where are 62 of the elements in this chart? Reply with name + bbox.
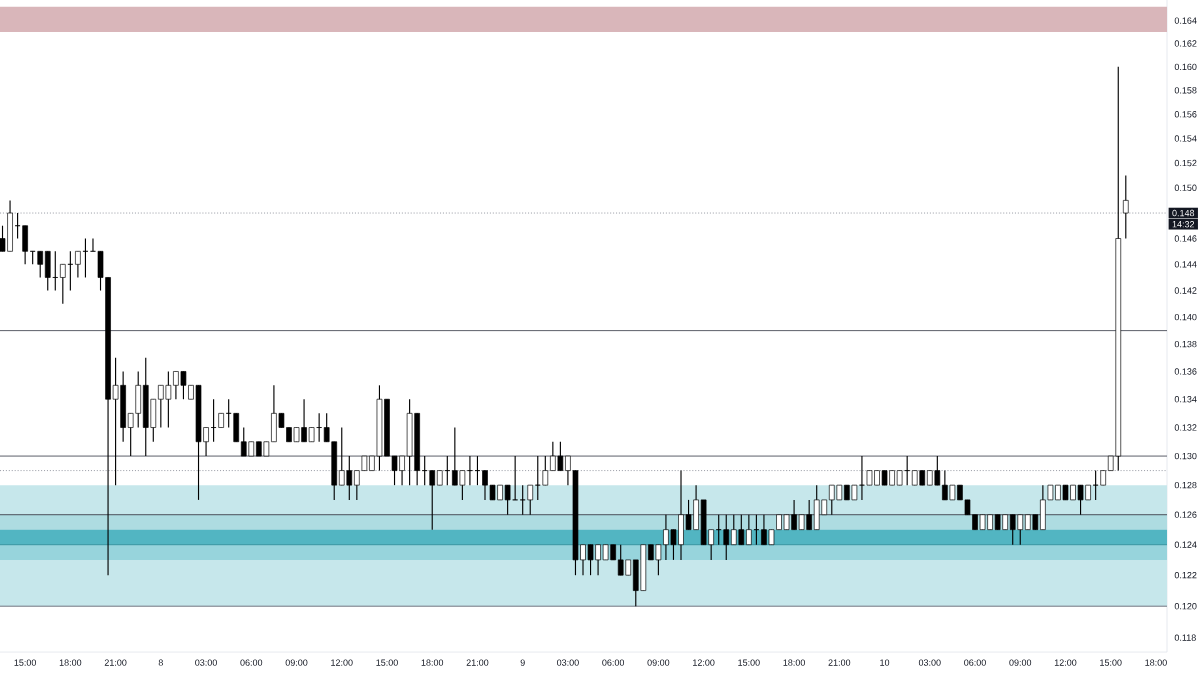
y-tick-label: 0.122 (1174, 572, 1197, 579)
x-tick-label: 21:00 (466, 659, 489, 666)
text: 14:32 (1172, 221, 1195, 228)
candlestick (723, 514, 730, 561)
x-tick-label: 03:00 (195, 659, 217, 666)
x-tick-label: 12:00 (1054, 659, 1077, 666)
x-tick-label: 9 (520, 659, 525, 666)
x-tick-label: 06:00 (964, 659, 986, 666)
y-tick-label: 0.164 (1174, 17, 1197, 24)
y-tick-label: 0.150 (1174, 184, 1197, 191)
y-tick-label: 0.162 (1174, 40, 1197, 47)
candlestick (746, 514, 752, 546)
x-tick-label: 21:00 (104, 659, 127, 666)
x-tick-label: 18:00 (1145, 659, 1167, 666)
y-tick-label: 0.140 (1174, 313, 1197, 321)
candlestick (59, 263, 66, 305)
x-tick-label: 21:00 (828, 659, 851, 666)
x-tick-label: 18:00 (783, 659, 805, 666)
candlestick (1122, 174, 1129, 240)
y-tick-label: 0.138 (1174, 340, 1197, 348)
y-tick-label: 0.128 (1174, 481, 1197, 489)
x-tick-label: 15:00 (14, 659, 37, 666)
x-tick-label: 8 (158, 659, 163, 666)
y-tick-label: 0.156 (1174, 111, 1197, 118)
y-tick-label: 0.124 (1174, 541, 1197, 548)
y-tick-label: 0.146 (1174, 235, 1197, 242)
x-tick-label: 18:00 (421, 659, 444, 666)
y-tick-label: 0.130 (1174, 452, 1197, 460)
candlestick (527, 484, 534, 516)
x-tick-label: 10 (880, 659, 890, 666)
x-tick-label: 12:00 (331, 659, 353, 666)
y-tick-label: 0.144 (1174, 261, 1197, 268)
y-tick-label: 0.136 (1174, 368, 1197, 375)
y-tick-label: 0.120 (1174, 603, 1197, 610)
x-tick-label: 15:00 (1100, 659, 1122, 666)
y-tick-label: 0.118 (1174, 634, 1196, 641)
y-tick-label: 0.152 (1174, 159, 1197, 167)
x-tick-label: 15:00 (738, 659, 760, 666)
candlestick (429, 470, 436, 531)
y-tick-label: 0.132 (1174, 424, 1197, 431)
y-tick-label: 0.126 (1174, 511, 1197, 518)
x-tick-label: 18:00 (59, 659, 82, 666)
x-tick-label: 03:00 (557, 659, 579, 666)
y-tick-label: 0.158 (1174, 87, 1197, 94)
y-tick-label: 0.154 (1174, 135, 1197, 142)
candlestick (542, 455, 549, 486)
candlestick (37, 250, 44, 279)
x-tick-label: 03:00 (918, 659, 941, 666)
x-tick-label: 06:00 (602, 659, 625, 666)
x-tick-label: 09:00 (285, 659, 308, 666)
candlestick (75, 250, 81, 279)
x-tick-label: 12:00 (693, 659, 715, 666)
y-tick-label: 0.134 (1174, 396, 1197, 403)
ref-line-label: 0.148 (1172, 209, 1195, 217)
candlestick (512, 455, 518, 501)
x-tick-label: 09:00 (647, 659, 670, 666)
candlestick (519, 484, 526, 516)
x-tick-label: 06:00 (240, 659, 263, 666)
y-tick-label: 0.160 (1174, 63, 1197, 70)
x-tick-label: 09:00 (1009, 659, 1032, 666)
x-tick-label: 15:00 (376, 659, 398, 666)
y-tick-label: 0.142 (1174, 287, 1197, 294)
